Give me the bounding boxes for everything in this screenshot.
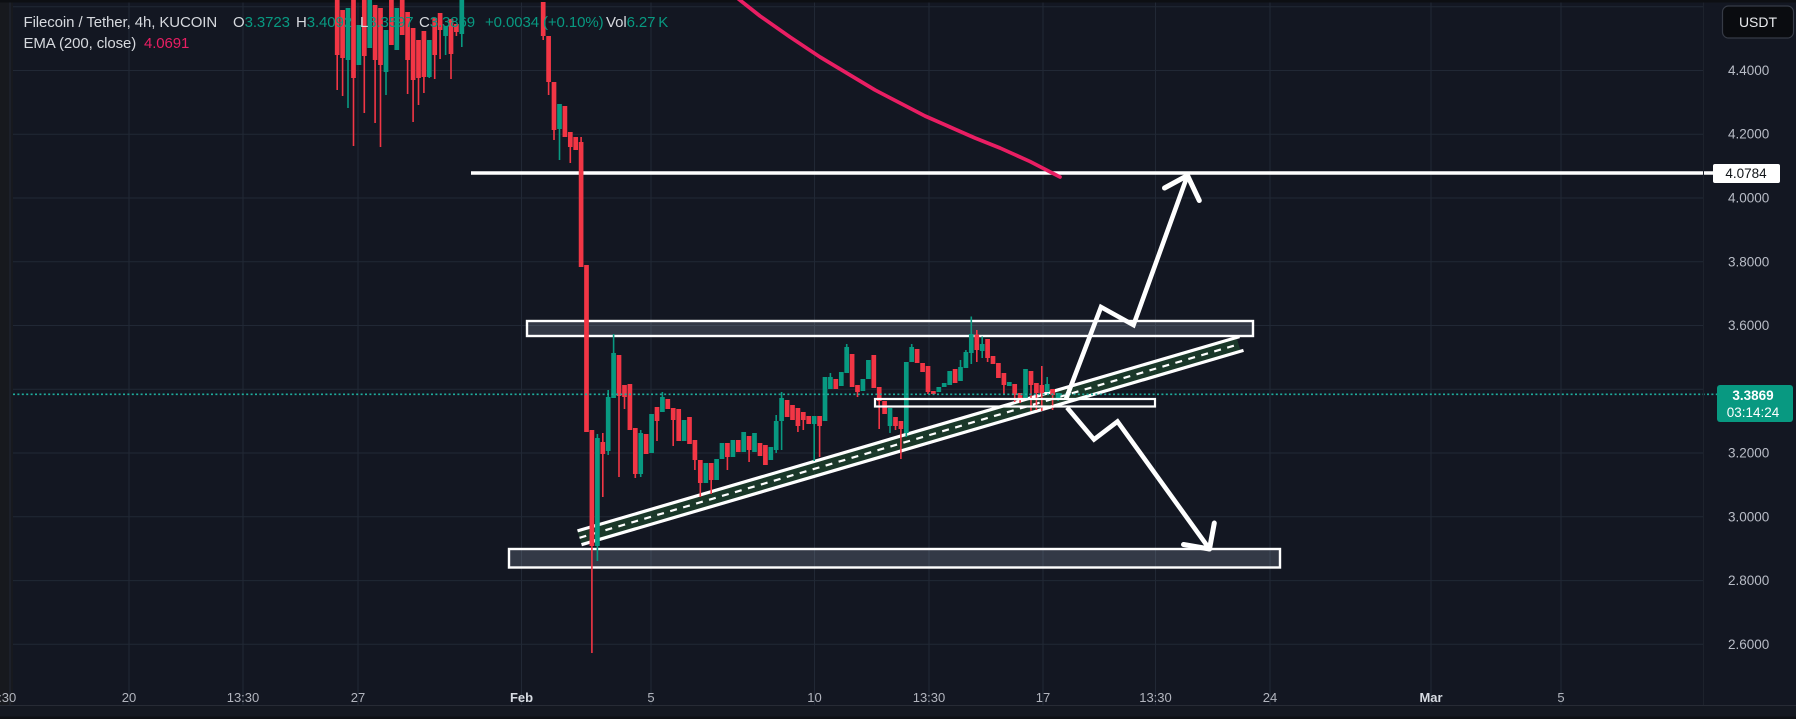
- svg-text:27: 27: [351, 690, 365, 705]
- svg-text:3.2000: 3.2000: [1728, 446, 1769, 461]
- svg-text:24: 24: [1263, 690, 1277, 705]
- svg-text:3.3869: 3.3869: [1732, 388, 1773, 403]
- svg-text:2.6000: 2.6000: [1728, 637, 1769, 652]
- svg-text:L3.3597: L3.3597: [360, 14, 414, 31]
- svg-text:C3.3869: C3.3869: [419, 14, 475, 31]
- svg-text:Feb: Feb: [510, 690, 533, 705]
- svg-text:13:30: 13:30: [0, 690, 16, 705]
- svg-text:USDT: USDT: [1739, 14, 1778, 30]
- svg-text:17: 17: [1036, 690, 1050, 705]
- svg-text:H3.4092: H3.4092: [296, 14, 352, 31]
- svg-text:20: 20: [122, 690, 136, 705]
- svg-text:5: 5: [647, 690, 654, 705]
- svg-text:3.0000: 3.0000: [1728, 509, 1769, 524]
- svg-text:3.8000: 3.8000: [1728, 254, 1769, 269]
- svg-text:O3.3723: O3.3723: [233, 14, 290, 31]
- svg-text:4.0000: 4.0000: [1728, 191, 1769, 206]
- svg-text:Mar: Mar: [1419, 690, 1442, 705]
- svg-text:4.2000: 4.2000: [1728, 127, 1769, 142]
- svg-text:5: 5: [1557, 690, 1564, 705]
- svg-text:Vol6.27 K: Vol6.27 K: [606, 14, 668, 31]
- svg-text:Filecoin / Tether, 4h, KUCOIN: Filecoin / Tether, 4h, KUCOIN: [24, 14, 218, 31]
- svg-text:4.0691: 4.0691: [144, 35, 189, 52]
- svg-text:13:30: 13:30: [1139, 690, 1172, 705]
- svg-text:03:14:24: 03:14:24: [1727, 405, 1780, 420]
- svg-text:+0.0034 (+0.10%): +0.0034 (+0.10%): [485, 14, 604, 31]
- svg-text:13:30: 13:30: [227, 690, 260, 705]
- svg-text:3.6000: 3.6000: [1728, 318, 1769, 333]
- svg-text:EMA (200, close): EMA (200, close): [24, 35, 137, 52]
- svg-text:10: 10: [807, 690, 821, 705]
- svg-text:4.0784: 4.0784: [1725, 166, 1767, 181]
- svg-text:2.8000: 2.8000: [1728, 573, 1769, 588]
- svg-text:13:30: 13:30: [913, 690, 946, 705]
- svg-text:4.4000: 4.4000: [1728, 63, 1769, 78]
